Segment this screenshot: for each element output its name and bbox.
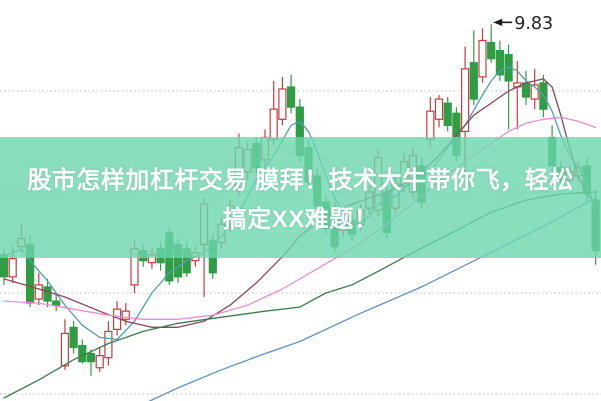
- candlestick: [278, 76, 287, 126]
- candlestick: [52, 295, 61, 312]
- candlestick: [521, 70, 531, 106]
- candlestick: [469, 30, 478, 106]
- candlestick: [60, 319, 70, 370]
- candlestick: [287, 74, 296, 114]
- price-annotation-label: 9.83: [514, 14, 553, 34]
- candlestick: [78, 339, 87, 364]
- candlestick: [504, 44, 513, 130]
- promo-banner: 股市怎样加杠杆交易 膜拜！技术大牛带你飞，轻松 搞定XX难题！: [0, 137, 601, 258]
- candlestick: [530, 68, 539, 110]
- candlestick: [443, 97, 452, 132]
- promo-banner-line-2: 搞定XX难题！: [222, 206, 379, 233]
- candlestick: [478, 28, 487, 83]
- candlestick: [269, 80, 278, 146]
- candlestick: [69, 321, 78, 354]
- candlestick: [43, 278, 52, 308]
- candlestick: [86, 349, 96, 376]
- candlestick: [487, 24, 496, 63]
- candlestick: [95, 347, 104, 372]
- arrow-left-icon: [493, 18, 503, 26]
- price-annotation: 9.83: [493, 14, 553, 34]
- promo-banner-line-1: 股市怎样加杠杆交易 膜拜！技术大牛带你飞，轻松: [27, 167, 574, 194]
- candlestick: [434, 95, 444, 128]
- candlestick: [495, 40, 504, 81]
